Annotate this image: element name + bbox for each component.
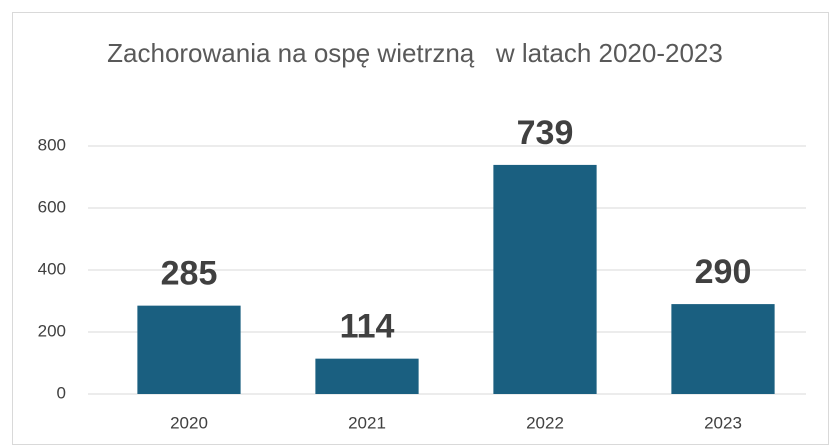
y-tick-label: 600 bbox=[38, 197, 66, 216]
bar bbox=[671, 304, 775, 394]
data-label: 290 bbox=[695, 253, 752, 291]
y-tick-label: 0 bbox=[57, 383, 66, 402]
data-label: 739 bbox=[517, 114, 574, 152]
y-tick-label: 400 bbox=[38, 259, 66, 278]
data-label: 114 bbox=[340, 308, 395, 346]
bar bbox=[137, 305, 241, 394]
x-tick-label: 2023 bbox=[704, 413, 742, 432]
x-tick-label: 2021 bbox=[348, 413, 386, 432]
chart-title: Zachorowania na ospę wietrzną w latach 2… bbox=[107, 38, 723, 68]
y-tick-label: 200 bbox=[38, 321, 66, 340]
x-tick-label: 2020 bbox=[170, 413, 208, 432]
bar bbox=[493, 164, 597, 394]
y-tick-label: 800 bbox=[38, 135, 66, 154]
bar bbox=[315, 358, 419, 394]
x-tick-label: 2022 bbox=[526, 413, 564, 432]
data-label: 285 bbox=[161, 255, 218, 293]
